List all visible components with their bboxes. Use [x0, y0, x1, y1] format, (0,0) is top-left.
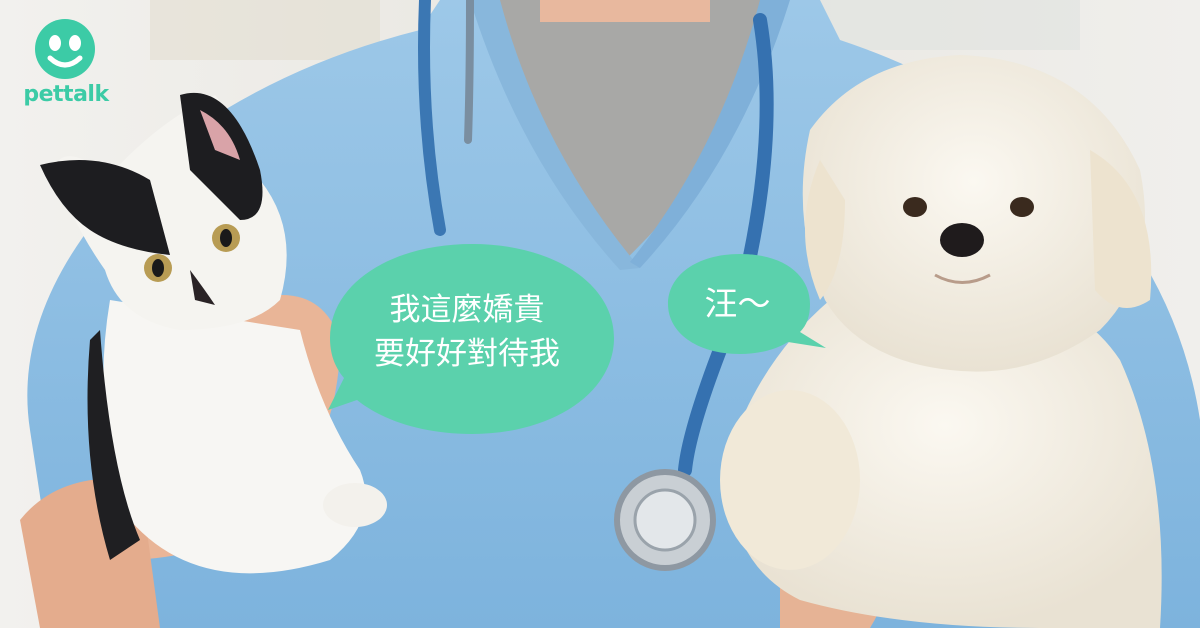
cat [40, 92, 387, 574]
dog-bubble-shape [668, 254, 826, 354]
pettalk-logo-icon [35, 19, 95, 79]
undershirt [480, 0, 770, 260]
dog-speech-bubble: 汪～ [660, 250, 830, 360]
brand-name: pettalk [23, 82, 109, 107]
pettalk-logo[interactable]: pettalk [18, 18, 118, 108]
cat-bubble-shape [328, 244, 614, 434]
cat-speech-line-1: 我這麼嬌貴 [389, 292, 545, 328]
neck [540, 0, 710, 22]
cat-speech-line-2: 要好好對待我 [374, 336, 560, 372]
cat-speech-bubble: 我這麼嬌貴 要好好對待我 [322, 238, 622, 438]
dog-speech-text: 汪～ [704, 284, 771, 323]
dog [720, 55, 1162, 628]
